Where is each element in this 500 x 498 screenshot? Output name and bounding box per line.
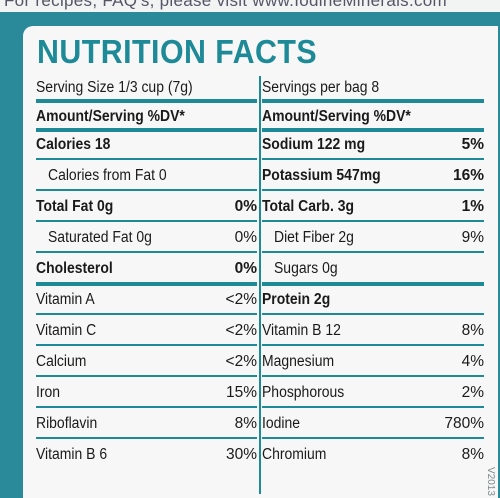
rule-thin (262, 375, 484, 377)
nutrient-label: Sodium 122 mg (262, 136, 366, 153)
package-top-strip: For recipes, FAQ's, please visit www.Iod… (0, 0, 500, 12)
nutrient-dv-value: 0% (234, 198, 257, 215)
rule-thin (262, 189, 484, 191)
rule-thin (262, 437, 484, 439)
nutrient-label: Phosphorous (262, 384, 345, 401)
rule-thin (36, 313, 257, 315)
nutrient-dv-value: 16% (452, 167, 484, 184)
rule-thin (262, 220, 484, 222)
rule-thin (262, 158, 484, 160)
rule-thick (262, 128, 484, 132)
nutrient-dv-value: 15% (225, 384, 257, 401)
nutrient-dv-value: 780% (444, 415, 484, 432)
rule-thin (262, 313, 484, 315)
rule-thin (36, 406, 257, 408)
package-top-text: For recipes, FAQ's, please visit www.Iod… (4, 0, 448, 10)
rule-thick (36, 128, 257, 132)
nutrient-label: Calcium (36, 353, 87, 370)
nutrient-label: Chromium (262, 446, 327, 463)
nutrient-dv-value: <2% (225, 291, 257, 308)
nutrient-dv-value: 1% (461, 198, 484, 215)
nutrient-label: Vitamin B 12 (262, 322, 341, 339)
rule-thin (262, 344, 484, 346)
nutrient-label: Calories from Fat 0 (48, 167, 167, 184)
rule-thin (36, 344, 257, 346)
nutrient-label: Riboflavin (36, 415, 98, 432)
nutrient-label: Sugars 0g (274, 260, 338, 277)
rule-thin (36, 375, 257, 377)
rule-thin (262, 406, 484, 408)
nutrient-label: Diet Fiber 2g (274, 229, 354, 246)
nutrient-label: Vitamin C (36, 322, 97, 339)
nutrient-dv-value: 2% (461, 384, 484, 401)
nutrient-label: Protein 2g (262, 291, 331, 308)
rule-thick (262, 282, 484, 286)
nutrient-label: Vitamin A (36, 291, 95, 308)
rule-thin (36, 158, 257, 160)
nutrient-label: Calories 18 (36, 136, 111, 153)
rule-thin (36, 251, 257, 253)
rule-thick (36, 99, 257, 103)
rule-thin (36, 189, 257, 191)
rule-thick (262, 99, 484, 103)
nutrient-label: Potassium 547mg (262, 167, 381, 184)
nutrient-label: Iodine (262, 415, 301, 432)
nutrient-dv-value: 0% (234, 260, 257, 277)
nutrient-label: Saturated Fat 0g (48, 229, 152, 246)
rule-thin (36, 437, 257, 439)
edge-mark: V2013 (485, 467, 496, 496)
nutrient-dv-value: 8% (234, 415, 257, 432)
nutrition-facts-title: NUTRITION FACTS (37, 33, 318, 70)
rule-thin (36, 220, 257, 222)
nutrient-dv-value: 5% (461, 136, 484, 153)
nutrient-dv-value: 0% (234, 229, 257, 246)
nutrient-dv-value: 4% (461, 353, 484, 370)
nutrient-label: Total Fat 0g (36, 198, 114, 215)
nutrient-dv-value: 9% (461, 229, 484, 246)
nutrient-label: Cholesterol (36, 260, 113, 277)
nutrient-label: Iron (36, 384, 61, 401)
nutrient-dv-value: <2% (225, 353, 257, 370)
nutrient-label: Vitamin B 6 (36, 446, 108, 463)
nutrition-facts-panel: NUTRITION FACTS Serving Size 1/3 cup (7g… (23, 26, 498, 498)
column-divider (259, 76, 261, 494)
rule-thin (262, 251, 484, 253)
nutrient-dv-value: 30% (225, 446, 257, 463)
nutrient-label: Magnesium (262, 353, 335, 370)
servings-per-bag: Servings per bag 8 (262, 79, 380, 96)
nutrient-label: Total Carb. 3g (262, 198, 354, 215)
nutrient-dv-value: 8% (461, 446, 484, 463)
serving-size: Serving Size 1/3 cup (7g) (36, 79, 193, 96)
nutrient-dv-value: 8% (461, 322, 484, 339)
nutrient-dv-value: <2% (225, 322, 257, 339)
rule-thick (36, 282, 257, 286)
